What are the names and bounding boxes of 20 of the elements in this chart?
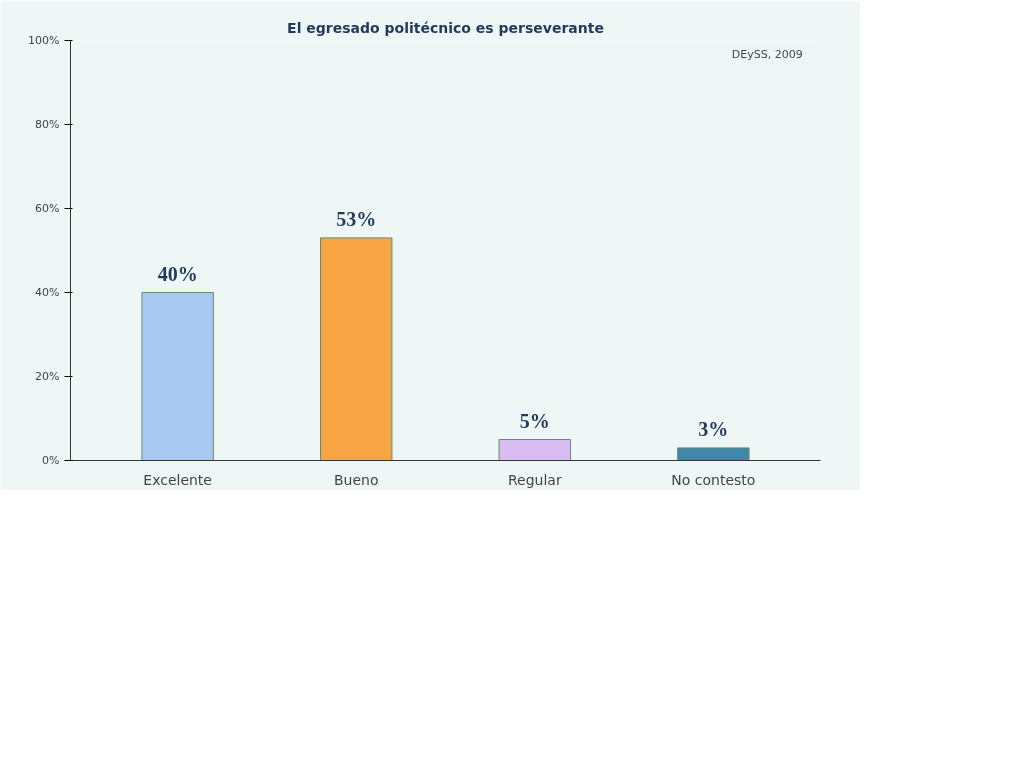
x-tick-label: Excelente (143, 471, 212, 488)
x-tick-label: Regular (507, 471, 562, 488)
data-label: 53% (336, 207, 377, 230)
data-label: 40% (157, 262, 198, 285)
y-tick-label: 0% (42, 454, 60, 467)
y-tick-label: 60% (35, 202, 60, 215)
data-label: 3% (698, 417, 729, 440)
data-label: 5% (519, 409, 550, 432)
y-tick-label: 80% (35, 118, 60, 131)
y-tick-label: 20% (35, 370, 60, 383)
x-tick-label: No contesto (671, 471, 756, 488)
chart-title: El egresado politécnico es perseverante (287, 19, 604, 36)
bar (677, 447, 750, 461)
x-tick-label: Bueno (333, 471, 379, 488)
y-tick-label: 40% (35, 286, 60, 299)
bar (141, 292, 214, 461)
bar (498, 439, 571, 461)
annotation: DEySS, 2009 (731, 47, 803, 61)
bar (320, 237, 393, 461)
y-tick-label: 100% (28, 34, 60, 47)
